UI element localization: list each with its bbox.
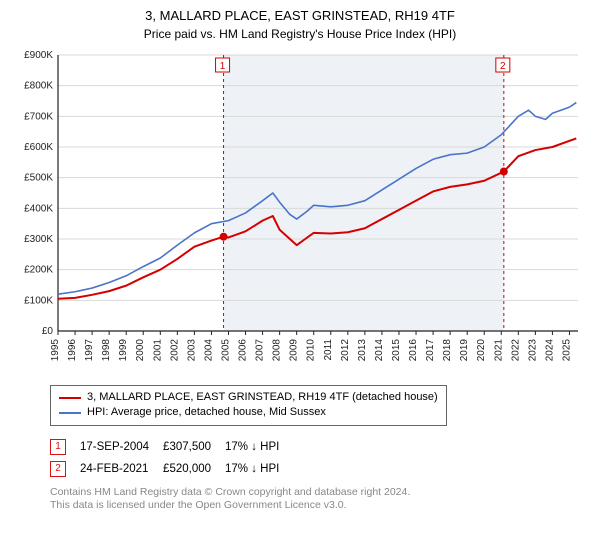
marker-badge: 2 bbox=[50, 461, 66, 477]
marker-delta: 17% ↓ HPI bbox=[225, 458, 293, 480]
page: 3, MALLARD PLACE, EAST GRINSTEAD, RH19 4… bbox=[0, 0, 600, 523]
svg-text:£700K: £700K bbox=[24, 111, 53, 122]
svg-text:2004: 2004 bbox=[203, 338, 214, 361]
svg-text:2002: 2002 bbox=[169, 338, 180, 361]
svg-text:2025: 2025 bbox=[561, 338, 572, 361]
svg-text:2005: 2005 bbox=[220, 338, 231, 361]
svg-text:2017: 2017 bbox=[425, 338, 436, 361]
marker-date: 24-FEB-2021 bbox=[80, 458, 163, 480]
page-subtitle: Price paid vs. HM Land Registry's House … bbox=[10, 27, 590, 41]
svg-text:2008: 2008 bbox=[272, 338, 283, 361]
legend-swatch bbox=[59, 412, 81, 414]
svg-text:£100K: £100K bbox=[24, 295, 53, 306]
chart-svg: £0 £100K £200K £300K £400K £500K £600K £700K £80… bbox=[10, 49, 590, 379]
svg-text:£300K: £300K bbox=[24, 234, 53, 245]
legend-item: HPI: Average price, detached house, Mid … bbox=[59, 405, 438, 420]
svg-text:1999: 1999 bbox=[118, 338, 129, 361]
svg-text:2015: 2015 bbox=[391, 338, 402, 361]
svg-text:£900K: £900K bbox=[24, 50, 53, 61]
marker-delta: 17% ↓ HPI bbox=[225, 436, 293, 458]
svg-text:2018: 2018 bbox=[442, 338, 453, 361]
svg-text:£0: £0 bbox=[42, 326, 54, 337]
svg-text:£500K: £500K bbox=[24, 173, 53, 184]
svg-text:2020: 2020 bbox=[476, 338, 487, 361]
legend-label: HPI: Average price, detached house, Mid … bbox=[87, 405, 326, 420]
svg-text:2009: 2009 bbox=[289, 338, 300, 361]
svg-text:2019: 2019 bbox=[459, 338, 470, 361]
svg-text:£800K: £800K bbox=[24, 81, 53, 92]
svg-text:2: 2 bbox=[500, 61, 506, 72]
svg-text:2022: 2022 bbox=[510, 338, 521, 361]
svg-text:1996: 1996 bbox=[67, 338, 78, 361]
marker-badge: 1 bbox=[50, 439, 66, 455]
legend: 3, MALLARD PLACE, EAST GRINSTEAD, RH19 4… bbox=[50, 385, 447, 426]
svg-text:1995: 1995 bbox=[50, 338, 61, 361]
table-row: 2 24-FEB-2021 £520,000 17% ↓ HPI bbox=[50, 458, 293, 480]
footer-line: Contains HM Land Registry data © Crown c… bbox=[50, 486, 590, 500]
footer-line: This data is licensed under the Open Gov… bbox=[50, 499, 590, 513]
svg-text:2006: 2006 bbox=[238, 338, 249, 361]
svg-text:2014: 2014 bbox=[374, 338, 385, 361]
svg-text:2016: 2016 bbox=[408, 338, 419, 361]
svg-text:2000: 2000 bbox=[135, 338, 146, 361]
svg-text:1997: 1997 bbox=[84, 338, 95, 361]
svg-text:2012: 2012 bbox=[340, 338, 351, 361]
svg-text:2013: 2013 bbox=[357, 338, 368, 361]
svg-text:£400K: £400K bbox=[24, 203, 53, 214]
svg-text:£600K: £600K bbox=[24, 142, 53, 153]
legend-item: 3, MALLARD PLACE, EAST GRINSTEAD, RH19 4… bbox=[59, 390, 438, 405]
marker-price: £520,000 bbox=[163, 458, 225, 480]
legend-swatch bbox=[59, 397, 81, 399]
svg-text:2010: 2010 bbox=[306, 338, 317, 361]
svg-text:£200K: £200K bbox=[24, 265, 53, 276]
marker-price: £307,500 bbox=[163, 436, 225, 458]
price-chart: £0 £100K £200K £300K £400K £500K £600K £700K £80… bbox=[10, 49, 590, 379]
svg-text:1: 1 bbox=[220, 61, 226, 72]
svg-text:2003: 2003 bbox=[186, 338, 197, 361]
svg-text:2024: 2024 bbox=[544, 338, 555, 361]
svg-text:2023: 2023 bbox=[527, 338, 538, 361]
svg-text:1998: 1998 bbox=[101, 338, 112, 361]
marker-date: 17-SEP-2004 bbox=[80, 436, 163, 458]
svg-text:2021: 2021 bbox=[493, 338, 504, 361]
svg-text:2001: 2001 bbox=[152, 338, 163, 361]
table-row: 1 17-SEP-2004 £307,500 17% ↓ HPI bbox=[50, 436, 293, 458]
svg-text:2011: 2011 bbox=[323, 338, 334, 360]
footer: Contains HM Land Registry data © Crown c… bbox=[50, 486, 590, 513]
legend-label: 3, MALLARD PLACE, EAST GRINSTEAD, RH19 4… bbox=[87, 390, 438, 405]
markers-table: 1 17-SEP-2004 £307,500 17% ↓ HPI 2 24-FE… bbox=[50, 436, 293, 480]
page-title: 3, MALLARD PLACE, EAST GRINSTEAD, RH19 4… bbox=[10, 8, 590, 25]
svg-text:2007: 2007 bbox=[255, 338, 266, 361]
